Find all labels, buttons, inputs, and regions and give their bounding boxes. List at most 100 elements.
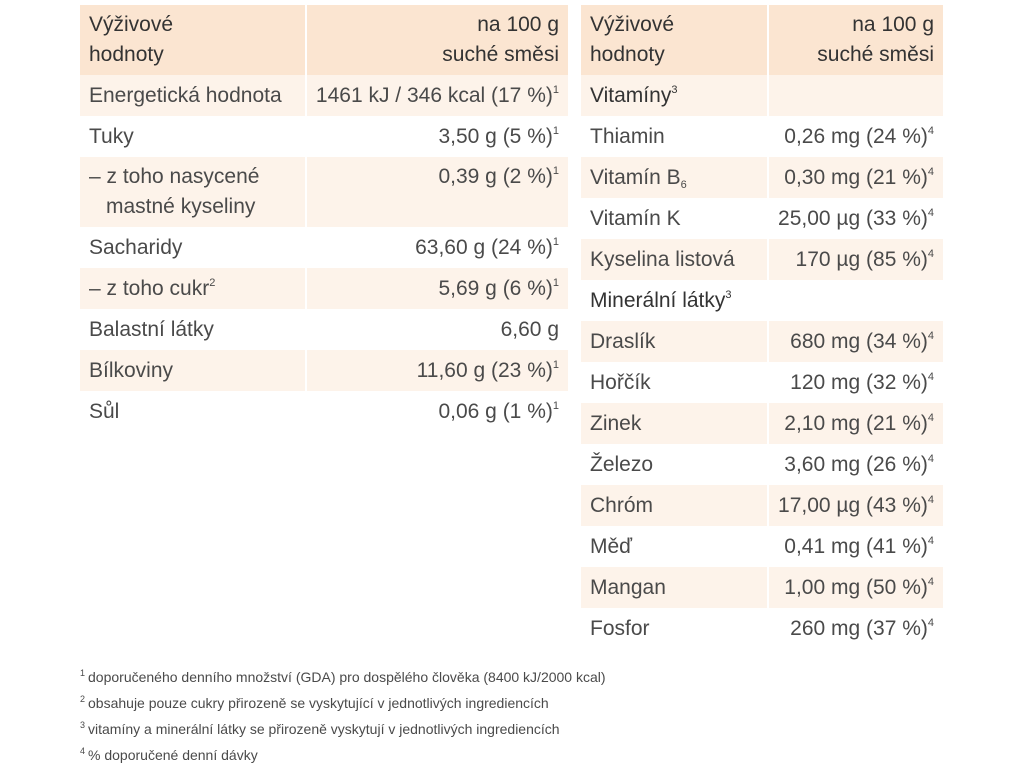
nutrient-value: 5,69 g (6 %)1 (305, 268, 568, 309)
nutrient-name: Energetická hodnota (80, 75, 307, 116)
nutrient-value: 63,60 g (24 %)1 (305, 227, 568, 268)
nutrient-value: 0,39 g (2 %)1 (305, 157, 568, 227)
footnote-1: 1 doporučeného denního množství (GDA) pro… (80, 664, 960, 690)
header-name-line: Výživové (89, 13, 174, 36)
header-value-cell: na 100 g suché směsi (768, 5, 943, 75)
nutrient-value: 680 mg (34 %)4 (768, 321, 943, 362)
table-row-phosphorus: Fosfor 260 mg (37 %)4 (581, 608, 943, 649)
nutrition-table-basic: Výživové hodnoty na 100 g suché směsi En… (80, 5, 568, 432)
table-row-chromium: Chróm 17,00 µg (43 %)4 (581, 485, 943, 526)
section-row-minerals: Minerální látky3 (581, 280, 943, 321)
footnote-4: 4% doporučené denní dávky (80, 742, 960, 768)
nutrient-value: 25,00 µg (33 %)4 (768, 198, 943, 239)
footnote-ref: 1 (552, 277, 559, 289)
nutrient-name: – z toho cukr2 (80, 268, 307, 309)
table-row-magnesium: Hořčík 120 mg (32 %)4 (581, 362, 943, 403)
header-value-line: suché směsi (442, 43, 559, 66)
footnote-ref: 1 (552, 400, 559, 412)
table-row-iron: Železo 3,60 mg (26 %)4 (581, 444, 943, 485)
footnote-mark: 1 (80, 668, 86, 678)
footnote-ref: 4 (927, 576, 934, 588)
nutrient-name: Železo (581, 444, 770, 485)
nutrient-value: 0,41 mg (41 %)4 (768, 526, 943, 567)
footnote-ref: 3 (725, 289, 732, 301)
header-name-cell: Výživové hodnoty (581, 5, 770, 75)
table-row-protein: Bílkoviny 11,60 g (23 %)1 (80, 350, 568, 391)
footnote-ref: 1 (552, 84, 559, 96)
nutrient-value: 0,26 mg (24 %)4 (768, 116, 943, 157)
table-row-salt: Sůl 0,06 g (1 %)1 (80, 391, 568, 432)
footnote-ref: 4 (927, 207, 934, 219)
nutrient-name: Měď (581, 526, 770, 567)
nutrient-value: 2,10 mg (21 %)4 (768, 403, 943, 444)
nutrient-name: Mangan (581, 567, 770, 608)
nutrient-name: Zinek (581, 403, 770, 444)
header-value-line: suché směsi (817, 43, 934, 66)
footnote-3: 3 vitamíny a minerální látky se přirozeně… (80, 716, 960, 742)
footnote-ref: 3 (671, 84, 678, 96)
section-title: Minerální látky3 (581, 280, 770, 321)
header-value-cell: na 100 g suché směsi (305, 5, 568, 75)
table-row-carbohydrates: Sacharidy 63,60 g (24 %)1 (80, 227, 568, 268)
footnote-ref: 4 (927, 371, 934, 383)
table-row-zinc: Zinek 2,10 mg (21 %)4 (581, 403, 943, 444)
footnote-ref: 4 (927, 617, 934, 629)
footnotes: 1 doporučeného denního množství (GDA) pro… (80, 664, 960, 768)
footnote-ref: 4 (927, 330, 934, 342)
subscript: 6 (680, 179, 687, 191)
nutrient-value: 170 µg (85 %)4 (768, 239, 943, 280)
nutrient-name: Sůl (80, 391, 307, 432)
footnote-ref: 4 (927, 535, 934, 547)
nutrient-name: Kyselina listová (581, 239, 770, 280)
table-row-folic-acid: Kyselina listová 170 µg (85 %)4 (581, 239, 943, 280)
nutrient-name: Sacharidy (80, 227, 307, 268)
footnote-ref: 4 (927, 453, 934, 465)
table-row-vitamin-b6: Vitamín B6 0,30 mg (21 %)4 (581, 157, 943, 198)
footnote-ref: 1 (552, 125, 559, 137)
nutrient-value: 120 mg (32 %)4 (768, 362, 943, 403)
header-value-line: na 100 g (477, 13, 559, 36)
nutrient-name: Tuky (80, 116, 307, 157)
nutrient-value: 17,00 µg (43 %)4 (768, 485, 943, 526)
table-row-manganese: Mangan 1,00 mg (50 %)4 (581, 567, 943, 608)
nutrient-value: 260 mg (37 %)4 (768, 608, 943, 649)
nutrient-value: 0,30 mg (21 %)4 (768, 157, 943, 198)
footnote-ref: 1 (552, 359, 559, 371)
nutrient-name: Hořčík (581, 362, 770, 403)
footnote-mark: 3 (80, 720, 86, 730)
nutrient-name: Vitamín B6 (581, 157, 770, 198)
nutrient-name: Thiamin (581, 116, 770, 157)
footnote-mark: 4 (80, 746, 86, 756)
footnote-ref: 4 (927, 412, 934, 424)
table-row-energy: Energetická hodnota 1461 kJ / 346 kcal (… (80, 75, 568, 116)
table-row-fat: Tuky 3,50 g (5 %)1 (80, 116, 568, 157)
nutrient-name: Balastní látky (80, 309, 307, 350)
nutrient-value: 1461 kJ / 346 kcal (17 %)1 (305, 75, 568, 116)
nutrient-name: Fosfor (581, 608, 770, 649)
footnote-2: 2 obsahuje pouze cukry přirozeně se vysky… (80, 690, 960, 716)
section-row-vitamins: Vitamíny3 (581, 75, 943, 116)
header-name-cell: Výživové hodnoty (80, 5, 307, 75)
header-value-line: na 100 g (852, 13, 934, 36)
nutrient-value: 11,60 g (23 %)1 (305, 350, 568, 391)
footnote-ref: 1 (552, 165, 559, 177)
footnote-ref: 2 (209, 277, 216, 289)
footnote-text: % doporučené denní dávky (88, 747, 258, 763)
footnote-text: vitamíny a minerální látky se přirozeně … (88, 721, 560, 737)
nutrient-value: 3,50 g (5 %)1 (305, 116, 568, 157)
nutrient-name: Bílkoviny (80, 350, 307, 391)
section-title: Vitamíny3 (581, 75, 770, 116)
table-row-copper: Měď 0,41 mg (41 %)4 (581, 526, 943, 567)
nutrient-value: 3,60 mg (26 %)4 (768, 444, 943, 485)
table-row-thiamin: Thiamin 0,26 mg (24 %)4 (581, 116, 943, 157)
table-header-row: Výživové hodnoty na 100 g suché směsi (581, 5, 943, 75)
table-row-sugar: – z toho cukr2 5,69 g (6 %)1 (80, 268, 568, 309)
footnote-ref: 4 (927, 494, 934, 506)
footnote-text: obsahuje pouze cukry přirozeně se vyskyt… (88, 695, 549, 711)
table-row-vitamin-k: Vitamín K 25,00 µg (33 %)4 (581, 198, 943, 239)
footnote-mark: 2 (80, 694, 86, 704)
footnote-ref: 4 (927, 125, 934, 137)
nutrient-value: 6,60 g (305, 309, 568, 350)
nutrient-name: Draslík (581, 321, 770, 362)
nutrition-table-micronutrients: Výživové hodnoty na 100 g suché směsi Vi… (581, 5, 943, 649)
